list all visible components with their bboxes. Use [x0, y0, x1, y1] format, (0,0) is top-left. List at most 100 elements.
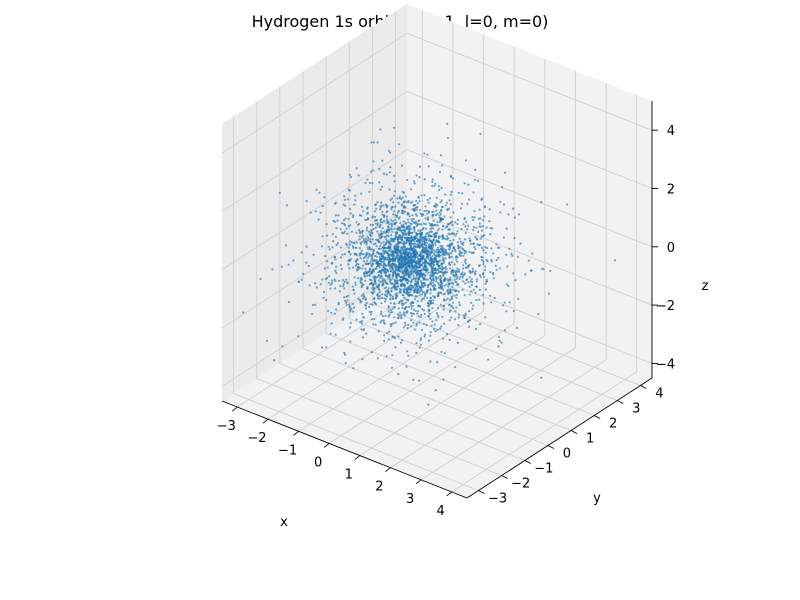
data-point	[347, 263, 350, 266]
data-point	[431, 184, 434, 187]
data-point	[468, 270, 471, 273]
data-point	[391, 258, 394, 261]
data-point	[396, 295, 399, 298]
data-point	[415, 239, 418, 243]
data-point	[467, 183, 470, 186]
data-point	[420, 299, 423, 302]
data-point	[394, 346, 397, 349]
data-point	[377, 247, 381, 250]
data-point	[420, 272, 423, 275]
data-point	[423, 152, 426, 155]
data-point	[399, 250, 402, 253]
data-point	[459, 207, 463, 210]
data-point	[393, 245, 396, 248]
data-point	[339, 285, 342, 288]
data-point	[343, 353, 347, 356]
data-point	[359, 231, 362, 235]
data-point	[422, 297, 425, 300]
data-point	[376, 224, 379, 227]
data-point	[377, 233, 380, 236]
data-point	[431, 224, 434, 227]
data-point	[430, 324, 433, 327]
data-point	[421, 282, 424, 285]
data-point	[378, 168, 381, 171]
data-point	[409, 253, 412, 256]
data-point	[395, 279, 399, 282]
data-point	[421, 240, 424, 243]
data-point	[395, 285, 398, 288]
data-point	[371, 232, 374, 235]
data-point	[415, 324, 418, 327]
data-point	[404, 265, 408, 269]
data-point	[394, 296, 397, 300]
data-point	[415, 285, 418, 288]
data-point	[382, 282, 385, 285]
data-point	[487, 358, 490, 361]
data-point	[320, 245, 324, 248]
data-point	[396, 248, 399, 251]
data-point	[387, 149, 391, 152]
data-point	[484, 251, 487, 254]
data-point	[378, 240, 381, 243]
data-point	[480, 229, 484, 232]
data-point	[394, 205, 397, 208]
data-point	[426, 198, 429, 202]
data-point	[432, 281, 435, 284]
data-point	[411, 237, 414, 240]
data-point	[400, 224, 403, 227]
data-point	[425, 248, 428, 251]
data-point	[349, 212, 352, 215]
data-point	[403, 256, 407, 259]
data-point	[321, 204, 324, 208]
data-point	[373, 279, 376, 282]
data-point	[480, 198, 483, 201]
data-point	[459, 275, 462, 278]
data-point	[372, 223, 375, 226]
y-tick	[617, 400, 624, 404]
data-point	[427, 302, 430, 305]
data-point	[370, 351, 373, 354]
data-point	[462, 254, 465, 257]
data-point	[434, 202, 438, 205]
data-point	[478, 288, 481, 291]
data-point	[395, 215, 398, 219]
data-point	[383, 300, 387, 303]
data-point	[473, 210, 476, 213]
data-point	[508, 301, 511, 304]
data-point	[393, 302, 396, 305]
data-point	[405, 298, 408, 301]
data-point	[460, 251, 463, 254]
data-point	[401, 293, 404, 297]
data-point	[480, 259, 484, 262]
data-point	[454, 310, 457, 313]
data-point	[408, 294, 411, 297]
data-point	[371, 259, 374, 262]
data-point	[371, 216, 374, 219]
data-point	[440, 217, 443, 220]
data-point	[474, 248, 477, 251]
data-point	[380, 271, 383, 274]
data-point	[395, 273, 398, 276]
data-point	[403, 240, 406, 243]
data-point	[348, 207, 352, 210]
data-point	[452, 301, 455, 304]
data-point	[410, 234, 413, 237]
data-point	[433, 287, 436, 290]
data-point	[497, 335, 500, 338]
data-point	[417, 241, 420, 244]
data-point	[468, 310, 471, 313]
data-point	[414, 261, 417, 264]
data-point	[430, 230, 433, 233]
data-point	[432, 219, 435, 222]
data-point	[426, 218, 429, 221]
data-point	[492, 252, 495, 255]
data-point	[418, 263, 421, 266]
grid-line-z	[221, 90, 653, 212]
data-point	[411, 270, 414, 273]
data-point	[450, 190, 453, 193]
data-point	[442, 217, 445, 221]
data-point	[524, 273, 527, 276]
data-point	[366, 178, 369, 181]
data-point	[431, 320, 434, 323]
data-point	[462, 223, 465, 226]
